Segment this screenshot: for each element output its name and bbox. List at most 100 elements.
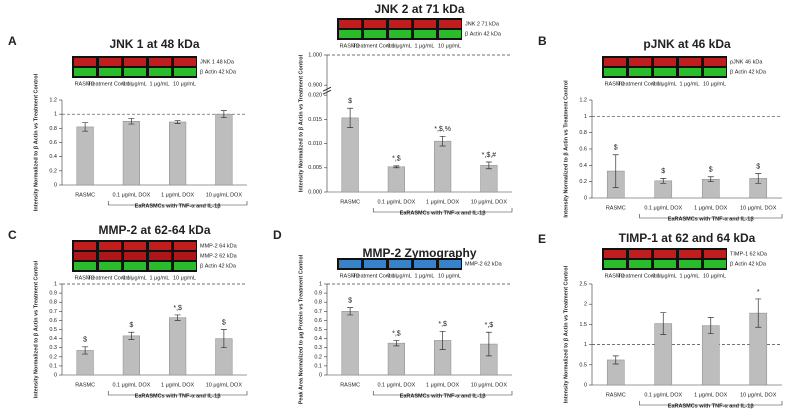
blot-band [629, 250, 651, 258]
blot-band [149, 58, 171, 66]
lane-label: 0.1 μg/mL [387, 43, 412, 49]
band-label: MMP-2 64 kDa [200, 243, 238, 249]
band-label: TIMP-1 62 kDa [730, 251, 768, 257]
x-tick-label: 0.1 μg/mL DOX [377, 382, 415, 388]
group-bracket [372, 208, 513, 213]
blot-band [654, 58, 676, 66]
group-label: EaRASMCs with TNF-α and IL-1β [135, 393, 222, 399]
x-tick-label: RASMC [75, 192, 95, 198]
blot-band [679, 250, 701, 258]
blot-band [629, 68, 651, 76]
y-tick-label: 0.5 [579, 362, 587, 368]
blot-band [389, 30, 411, 38]
value-label: *,$ [173, 305, 182, 312]
y-axis-label: Intensity Normalized to β Actin vs Treat… [298, 54, 304, 192]
y-tick-label: 0.015 [308, 117, 322, 123]
y-tick-label: 0.2 [49, 168, 57, 174]
lane-label: 1 μg/mL [415, 43, 435, 49]
bar [341, 117, 359, 193]
y-tick-label: 0.7 [49, 309, 57, 315]
bar [341, 311, 359, 376]
lane-label: 10 μg/mL [173, 275, 196, 281]
y-tick-label: 0.6 [49, 140, 57, 146]
band-label: β Actin 42 kDa [730, 69, 767, 75]
value-label: $ [83, 337, 87, 344]
bar [434, 140, 452, 193]
blot-band [174, 262, 196, 270]
lane-label: 0.1 μg/mL [387, 273, 412, 279]
y-tick-label: 1 [54, 281, 57, 287]
band-label: β Actin 42 kDa [730, 261, 767, 267]
error-bar [660, 312, 667, 335]
blot-band [439, 30, 461, 38]
blot-band [704, 58, 726, 66]
group-bracket [107, 201, 248, 206]
error-bar [755, 173, 762, 184]
group-bracket [372, 391, 513, 396]
y-tick-label: 0.005 [308, 165, 322, 171]
y-tick-label: 1 [54, 112, 57, 118]
blot-band [99, 262, 121, 270]
y-tick-label: 0.9 [314, 291, 322, 297]
lane-label: 10 μg/mL [438, 43, 461, 49]
lane-label: 0.1 μg/mL [652, 273, 677, 279]
blot-band [149, 252, 171, 260]
group-bracket [639, 401, 783, 406]
y-tick-label: 0.3 [314, 345, 322, 351]
value-label: $ [614, 145, 618, 152]
y-tick-label: 0.000 [308, 189, 322, 195]
error-bar [707, 317, 714, 335]
y-tick-label: 0.1 [314, 363, 322, 369]
lane-label: 0.1 μg/mL [122, 81, 147, 87]
y-axis-label: Intensity Normalized to β Actin vs Treat… [563, 80, 569, 218]
value-label: $ [222, 319, 226, 326]
lane-label: Treatment Control [352, 273, 396, 279]
lane-label: 1 μg/mL [150, 81, 170, 87]
value-label: *,$,# [482, 152, 497, 159]
error-bar [755, 298, 762, 328]
blot-band [124, 242, 146, 250]
y-tick-label: 0.1 [49, 363, 57, 369]
y-tick-label: 1 [584, 342, 587, 348]
blot-band [174, 242, 196, 250]
y-tick-label: 0 [319, 372, 322, 378]
blot-band [74, 252, 96, 260]
panel-title: TIMP-1 at 62 and 64 kDa [619, 231, 756, 245]
blot-band [124, 262, 146, 270]
panel-title: MMP-2 Zymography [362, 246, 476, 260]
blot-band [704, 260, 726, 268]
panel-title: MMP-2 at 62-64 kDa [98, 223, 210, 237]
lane-label: Treatment Control [87, 81, 131, 87]
x-tick-label: 0.1 μg/mL DOX [377, 199, 415, 205]
error-bar [347, 107, 354, 128]
bar [701, 325, 720, 386]
y-tick-label: 0.7 [314, 309, 322, 315]
x-tick-label: RASMC [340, 382, 360, 388]
lane-label: Treatment Control [617, 273, 661, 279]
y-tick-label: 1.2 [579, 97, 587, 103]
x-tick-label: 10 μg/mL DOX [206, 192, 243, 198]
lane-label: RASMC [75, 275, 95, 281]
x-tick-label: 10 μg/mL DOX [471, 199, 508, 205]
x-tick-label: 10 μg/mL DOX [740, 205, 777, 211]
y-tick-label: 0.4 [314, 336, 322, 342]
y-axis-label: Intensity Normalized to β Actin vs Treat… [563, 265, 569, 403]
error-bar [439, 135, 446, 147]
x-tick-label: 0.1 μg/mL DOX [112, 192, 150, 198]
lane-label: 1 μg/mL [150, 275, 170, 281]
y-tick-label: 0.8 [49, 126, 57, 132]
bar [122, 335, 140, 376]
y-axis-label: Peak Area Normalized to μg Protein vs Tr… [298, 254, 304, 404]
y-axis-label: Intensity Normalized to β Actin vs Treat… [33, 260, 39, 398]
panel-title: JNK 1 at 48 kDa [109, 37, 199, 51]
y-tick-label: 2 [584, 302, 587, 308]
blot-band [174, 68, 196, 76]
y-tick-label: 1.2 [49, 97, 57, 103]
blot-band [99, 242, 121, 250]
x-tick-label: RASMC [340, 199, 360, 205]
error-bar [612, 154, 619, 188]
lane-label: Treatment Control [87, 275, 131, 281]
value-label: *,$,% [434, 126, 451, 133]
y-tick-label: 0 [584, 195, 587, 201]
